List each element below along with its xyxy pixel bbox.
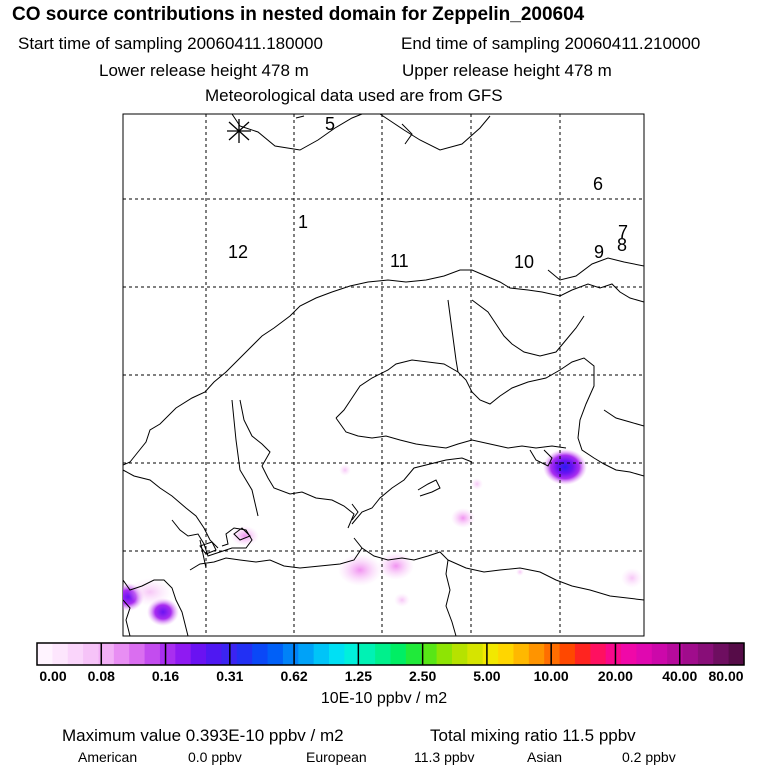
maximum-value: Maximum value 0.393E-10 ppbv / m2 [62,726,344,745]
trajectory-label-8: 8 [617,235,627,255]
trajectory-label-3: 7 [618,222,628,242]
color-scale-tick-label: 20.00 [597,668,633,684]
color-scale-cell [52,643,69,665]
color-scale-tick-label: 0.31 [216,668,244,684]
asian-label: Asian [527,749,563,765]
color-scale-cell [359,643,376,665]
source-blob-baltic-1 [338,554,382,586]
color-scale-cell [282,643,299,665]
color-scale-cell [236,643,253,665]
color-scale-tick-label: 1.25 [344,668,372,684]
color-scale-cell [329,643,345,665]
trajectory-label-7: 9 [594,242,604,262]
color-scale-cell [451,643,468,665]
color-scale-cell [605,643,622,665]
source-blob-small-3 [339,464,351,476]
color-scale-cell [436,643,453,665]
start-time: Start time of sampling 20060411.180000 [18,34,323,53]
source-blob-east [543,449,587,485]
source-blob-small-2 [471,478,483,490]
color-scale-tick-label: 40.00 [662,668,698,684]
color-scale-cell [513,643,530,665]
european-value: 11.3 ppbv [414,749,475,765]
color-scale-cell [574,643,591,665]
lat-lon-grid [123,114,644,636]
color-scale-cell [482,643,499,665]
color-scale-frame [36,642,745,666]
trajectory-label-2: 1 [298,212,308,232]
trajectory-label-1: 6 [593,174,603,194]
color-scale-cell [713,643,730,665]
color-scale-tick-label: 0.16 [151,668,180,684]
color-scale-cell [83,643,100,665]
color-scale-cell [375,643,392,665]
color-scale-cell [206,643,223,665]
coastlines [123,114,644,636]
color-scale-tick-label: 2.50 [409,668,437,684]
met-data-source: Meteorological data used are from GFS [205,86,503,105]
total-mixing-ratio: Total mixing ratio 11.5 ppbv [430,726,636,745]
color-scale-units: 10E-10 ppbv / m2 [320,690,448,707]
color-scale-tick-label: 80.00 [708,668,744,684]
color-scale-cell [728,643,745,665]
color-scale-cell [98,643,115,665]
color-scale-tick-label: 10.00 [533,668,569,684]
european-label: European [306,749,367,765]
color-scale-cell [667,643,684,665]
trajectory-label-6: 10 [514,252,534,272]
color-scale-cell [405,643,422,665]
source-blob-west-halo [128,578,172,606]
source-blob-small-4 [516,568,524,576]
end-time: End time of sampling 20060411.210000 [401,34,701,53]
color-scale-cell [298,643,315,665]
color-scale-cell [467,643,484,665]
asian-value: 0.2 ppbv [622,749,676,765]
color-scale-cell [682,643,699,665]
color-scale-cell [129,643,146,665]
color-scale-cell [636,643,653,665]
trajectory-label-0: 5 [325,114,335,134]
color-scale-cell [190,643,207,665]
source-blob-baltic-3 [451,508,475,528]
color-scale-cell [390,643,407,665]
american-value: 0.0 ppbv [188,749,242,765]
color-scale-cell [528,643,545,665]
color-scale-tick-label: 0.62 [280,668,308,684]
color-scale-cell [37,643,53,665]
color-scale-cell [559,643,576,665]
color-scale-cell [267,643,284,665]
color-scale-tick-label: 5.00 [473,668,501,684]
color-scale-cell [175,643,192,665]
upper-release-height: Upper release height 478 m [402,61,612,80]
color-scale-cell [621,643,638,665]
color-scale-cell [252,643,269,665]
trajectory-label-5: 11 [390,251,409,271]
color-scale-tick-label: 0.00 [39,668,67,684]
color-scale-cell [421,643,438,665]
lower-release-height: Lower release height 478 m [99,61,309,80]
color-scale-cell [113,643,130,665]
color-scale-cell [590,643,607,665]
source-blob-east-south [621,568,643,588]
american-label: American [78,749,138,765]
color-scale-cell [144,643,161,665]
map-title: CO source contributions in nested domain… [12,4,585,25]
color-scale-cell [344,643,361,665]
color-scale-cell [313,643,330,665]
color-scale-cell [697,643,714,665]
source-blob-small-1 [394,593,410,607]
color-scale-tick-label: 0.08 [87,668,115,684]
trajectory-label-4: 12 [228,242,248,262]
receptor-asterisk-marker [227,119,251,143]
color-scale-cell [67,643,84,665]
color-scale-cell [498,643,515,665]
color-scale-cell [544,643,561,665]
color-scale-cell [651,643,668,665]
color-scale-cell [159,643,176,665]
